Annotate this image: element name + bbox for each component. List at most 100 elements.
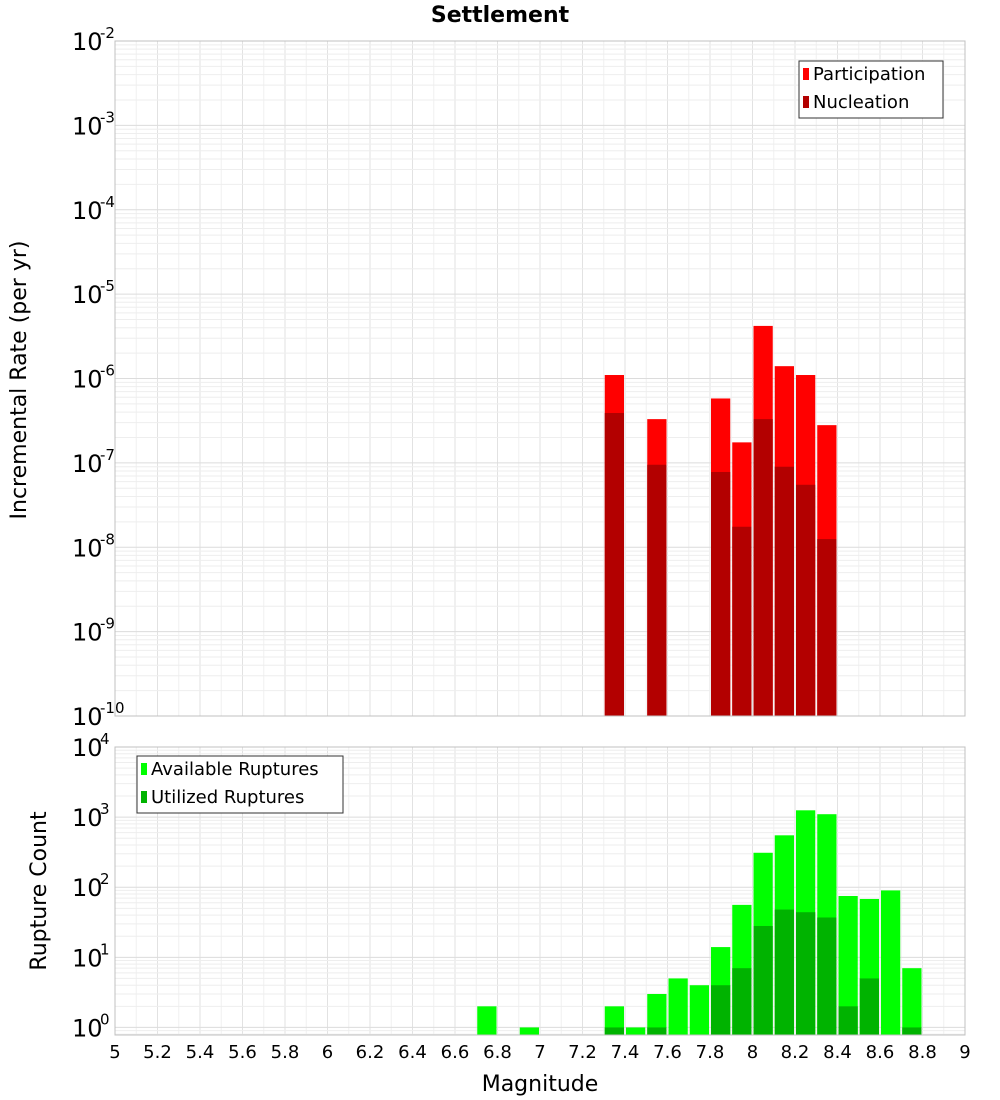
- y-tick-label: 10: [72, 28, 103, 56]
- bar-available-ruptures: [689, 985, 709, 1035]
- top-grid: [114, 40, 966, 717]
- top-y-axis-label: Incremental Rate (per yr): [7, 241, 32, 520]
- y-tick-exponent: 2: [100, 870, 110, 888]
- bar-utilized-ruptures: [859, 978, 879, 1035]
- y-tick-label: 10: [72, 281, 103, 309]
- y-tick-label: 10: [72, 450, 103, 478]
- x-ticks: 5 5.2 5.4 5.6 5.8 6 6.2 6.4 6.6 6.8 7 7.2 7.4 7.6 7.8 8…: [109, 1042, 970, 1063]
- y-tick-exponent: -5: [100, 277, 115, 295]
- bar-utilized-ruptures: [902, 1027, 922, 1035]
- y-tick-exponent: 3: [100, 800, 110, 818]
- top-bars: [604, 325, 837, 716]
- bar-nucleation: [604, 413, 624, 716]
- bar-available-ruptures: [902, 968, 922, 1035]
- x-tick-label: 8.8: [908, 1042, 937, 1063]
- y-tick-label: 10: [72, 619, 103, 647]
- y-tick-label: 10: [72, 804, 103, 832]
- y-tick-label: 10: [72, 366, 103, 394]
- y-tick-label: 10: [72, 703, 103, 731]
- x-tick-label: 5.6: [228, 1042, 257, 1063]
- y-tick-label: 10: [72, 534, 103, 562]
- x-tick-label: 6.4: [398, 1042, 427, 1063]
- x-axis-label: Magnitude: [482, 1072, 599, 1097]
- x-tick-label: 5: [109, 1042, 120, 1063]
- y-tick-label: 10: [72, 197, 103, 225]
- legend-label: Utilized Ruptures: [151, 787, 304, 808]
- bar-available-ruptures: [477, 1006, 497, 1035]
- y-tick-label: 10: [72, 944, 103, 972]
- bar-utilized-ruptures: [732, 968, 752, 1035]
- x-tick-label: 6.2: [356, 1042, 385, 1063]
- y-tick-label: 10: [72, 874, 103, 902]
- x-tick-label: 7: [534, 1042, 545, 1063]
- bar-utilized-ruptures: [711, 985, 731, 1035]
- y-tick-exponent: 4: [100, 730, 110, 748]
- bar-utilized-ruptures: [774, 909, 794, 1035]
- bar-utilized-ruptures: [817, 917, 837, 1035]
- top-legend: Participation Nucleation: [798, 60, 944, 119]
- x-tick-label: 8.6: [866, 1042, 895, 1063]
- legend-swatch: [141, 791, 147, 803]
- x-tick-label: 6: [322, 1042, 333, 1063]
- bar-utilized-ruptures: [753, 925, 773, 1035]
- bottom-plot-frame: [114, 746, 966, 1036]
- x-tick-label: 7.4: [611, 1042, 640, 1063]
- y-tick-exponent: -3: [100, 108, 115, 126]
- top-plot-frame: [114, 40, 966, 717]
- x-tick-label: 7.2: [568, 1042, 597, 1063]
- bar-nucleation: [774, 466, 794, 716]
- chart-title: Settlement: [431, 3, 570, 28]
- bottom-bars: [477, 810, 922, 1035]
- legend-swatch: [803, 96, 809, 108]
- y-tick-exponent: -8: [100, 530, 115, 548]
- bar-utilized-ruptures: [604, 1027, 624, 1035]
- bar-nucleation: [732, 526, 752, 716]
- bar-available-ruptures: [647, 993, 667, 1035]
- y-tick-label: 10: [72, 1014, 103, 1042]
- y-tick-exponent: -7: [100, 446, 115, 464]
- x-tick-label: 8.4: [823, 1042, 852, 1063]
- bar-nucleation: [753, 419, 773, 716]
- x-tick-label: 6.8: [483, 1042, 512, 1063]
- y-tick-exponent: -10: [100, 699, 125, 717]
- bar-nucleation: [796, 484, 816, 716]
- y-tick-exponent: -9: [100, 615, 115, 633]
- y-tick-exponent: -2: [100, 24, 115, 42]
- bar-available-ruptures: [668, 978, 688, 1035]
- legend-swatch: [803, 68, 809, 80]
- x-tick-label: 9: [959, 1042, 970, 1063]
- legend-label: Available Ruptures: [151, 759, 319, 780]
- bar-nucleation: [711, 471, 731, 716]
- bar-available-ruptures: [626, 1027, 646, 1035]
- y-tick-exponent: -4: [100, 193, 115, 211]
- x-tick-label: 5.2: [143, 1042, 172, 1063]
- x-tick-label: 7.6: [653, 1042, 682, 1063]
- x-tick-label: 5.8: [271, 1042, 300, 1063]
- bar-available-ruptures: [519, 1027, 539, 1035]
- bar-utilized-ruptures: [647, 1027, 667, 1035]
- bottom-y-axis-label: Rupture Count: [27, 811, 52, 971]
- bar-utilized-ruptures: [838, 1006, 858, 1035]
- bar-available-ruptures: [881, 890, 901, 1035]
- y-tick-label: 10: [72, 734, 103, 762]
- x-tick-label: 6.6: [441, 1042, 470, 1063]
- legend-swatch: [141, 763, 147, 775]
- y-tick-exponent: 1: [100, 940, 110, 958]
- y-tick-exponent: -6: [100, 362, 115, 380]
- x-tick-label: 7.8: [696, 1042, 725, 1063]
- legend-label: Participation: [813, 64, 925, 85]
- legend-label: Nucleation: [813, 92, 909, 113]
- legend-box: [798, 60, 944, 119]
- bar-nucleation: [647, 464, 667, 716]
- y-tick-exponent: 0: [100, 1010, 110, 1028]
- bar-utilized-ruptures: [796, 912, 816, 1035]
- legend-box: [136, 755, 344, 814]
- bar-nucleation: [817, 539, 837, 716]
- bar-available-ruptures: [838, 895, 858, 1035]
- x-tick-label: 8: [747, 1042, 758, 1063]
- x-tick-label: 5.4: [186, 1042, 215, 1063]
